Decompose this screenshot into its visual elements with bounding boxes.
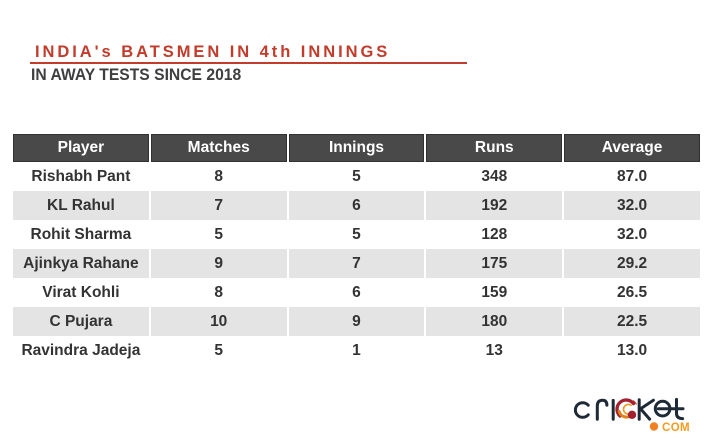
svg-text:COM: COM (662, 422, 690, 434)
